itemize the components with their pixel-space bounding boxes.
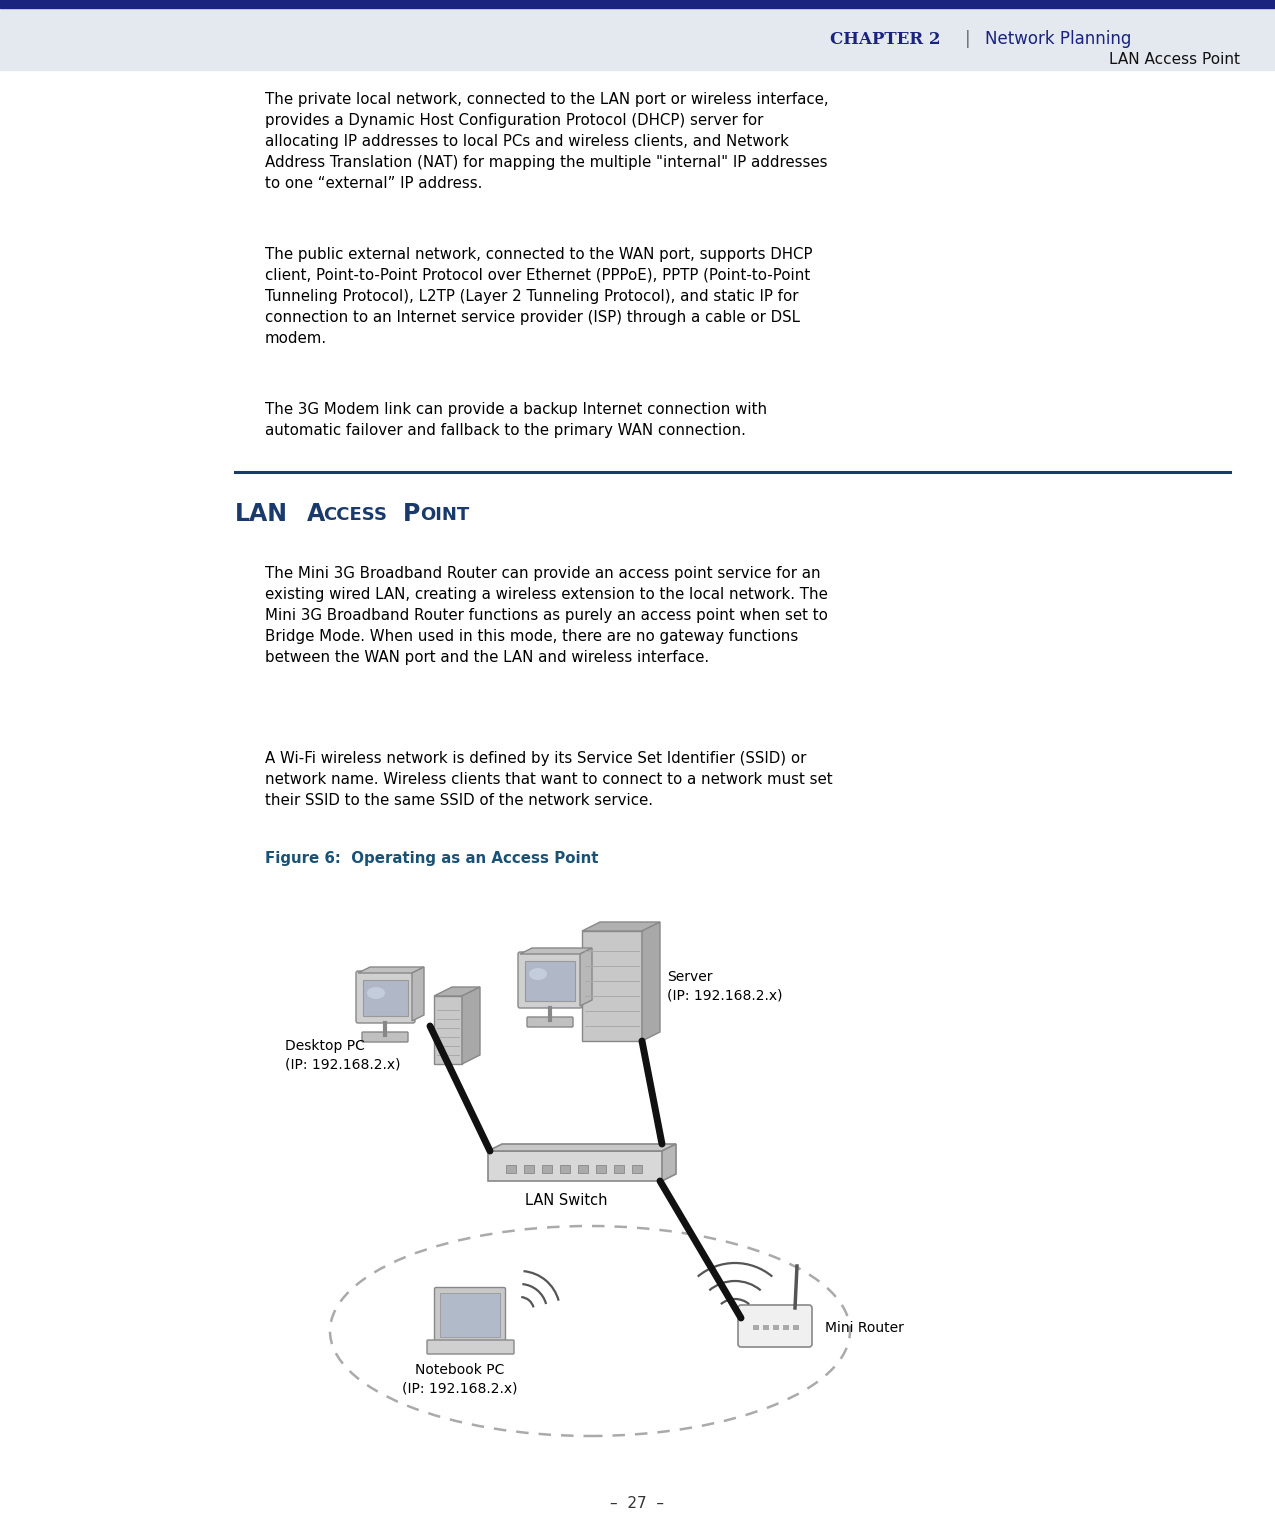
Text: LAN: LAN: [235, 502, 288, 525]
Text: LAN Access Point: LAN Access Point: [1109, 52, 1241, 66]
Polygon shape: [662, 1144, 676, 1181]
Bar: [488, 1151, 663, 1181]
Ellipse shape: [529, 968, 547, 980]
Bar: [754, 1325, 759, 1330]
Polygon shape: [643, 922, 660, 1042]
FancyBboxPatch shape: [362, 1033, 408, 1042]
Bar: [783, 1325, 789, 1330]
Bar: [363, 980, 408, 1016]
Text: Notebook PC
(IP: 192.168.2.x): Notebook PC (IP: 192.168.2.x): [402, 1363, 518, 1396]
Polygon shape: [488, 1144, 676, 1151]
Bar: [560, 1164, 570, 1174]
Text: Mini Router: Mini Router: [825, 1321, 904, 1334]
Bar: [542, 1164, 552, 1174]
Polygon shape: [520, 948, 592, 954]
Text: Server
(IP: 192.168.2.x): Server (IP: 192.168.2.x): [667, 970, 783, 1002]
Text: P: P: [403, 502, 421, 525]
FancyBboxPatch shape: [434, 996, 462, 1065]
Bar: [578, 1164, 588, 1174]
Text: OINT: OINT: [419, 506, 469, 524]
Text: Figure 6:  Operating as an Access Point: Figure 6: Operating as an Access Point: [265, 850, 598, 866]
Polygon shape: [581, 922, 660, 931]
Text: Desktop PC
(IP: 192.168.2.x): Desktop PC (IP: 192.168.2.x): [286, 1039, 400, 1072]
Bar: [773, 1325, 779, 1330]
Text: CCESS: CCESS: [323, 506, 388, 524]
Polygon shape: [412, 967, 425, 1020]
Text: |: |: [965, 31, 970, 47]
Bar: [0, 8, 1275, 70]
FancyBboxPatch shape: [356, 971, 414, 1023]
Polygon shape: [434, 987, 479, 996]
Bar: [524, 1164, 534, 1174]
Text: The public external network, connected to the WAN port, supports DHCP
client, Po: The public external network, connected t…: [265, 247, 812, 346]
Polygon shape: [462, 987, 479, 1065]
FancyBboxPatch shape: [527, 1017, 572, 1026]
Bar: [632, 1164, 643, 1174]
Bar: [762, 1325, 769, 1330]
FancyBboxPatch shape: [518, 951, 581, 1008]
Bar: [440, 1293, 500, 1337]
Bar: [595, 1164, 606, 1174]
Text: LAN Switch: LAN Switch: [525, 1193, 607, 1209]
FancyBboxPatch shape: [581, 931, 643, 1042]
FancyBboxPatch shape: [427, 1340, 514, 1354]
Text: Network Planning: Network Planning: [986, 31, 1131, 47]
Text: CHAPTER 2: CHAPTER 2: [830, 31, 941, 47]
Text: The Mini 3G Broadband Router can provide an access point service for an
existing: The Mini 3G Broadband Router can provide…: [265, 565, 827, 665]
Bar: [0, 0, 1275, 8]
Text: –  27  –: – 27 –: [609, 1497, 664, 1512]
Bar: [615, 1164, 623, 1174]
Polygon shape: [358, 967, 425, 973]
Text: The 3G Modem link can provide a backup Internet connection with
automatic failov: The 3G Modem link can provide a backup I…: [265, 401, 768, 438]
FancyBboxPatch shape: [738, 1305, 812, 1347]
Polygon shape: [580, 948, 592, 1007]
Bar: [525, 961, 575, 1000]
Text: A: A: [307, 502, 325, 525]
Bar: [793, 1325, 799, 1330]
FancyBboxPatch shape: [435, 1287, 505, 1342]
Bar: [506, 1164, 516, 1174]
Ellipse shape: [367, 987, 385, 999]
Text: A Wi-Fi wireless network is defined by its Service Set Identifier (SSID) or
netw: A Wi-Fi wireless network is defined by i…: [265, 751, 833, 807]
Text: The private local network, connected to the LAN port or wireless interface,
prov: The private local network, connected to …: [265, 92, 829, 192]
